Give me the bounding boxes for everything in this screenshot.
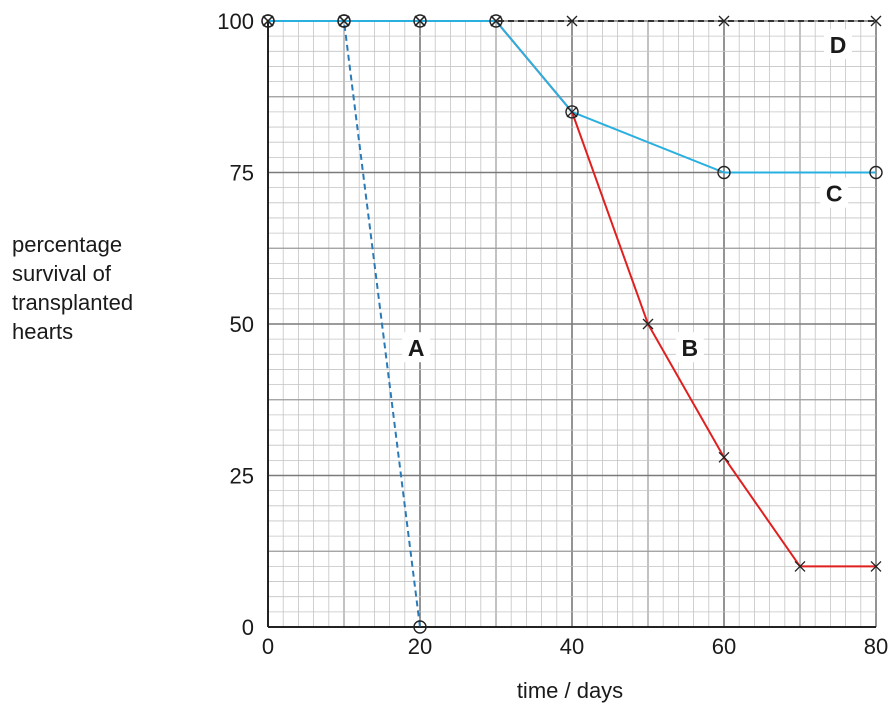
chart-grid	[267, 20, 877, 628]
series-point-d	[490, 15, 502, 27]
series-tag-a: A	[402, 332, 431, 363]
svg-text:D: D	[830, 32, 847, 58]
series-point-b	[642, 318, 654, 330]
svg-text:B: B	[681, 335, 698, 361]
y-tick-label: 0	[242, 615, 254, 640]
series-point-c	[261, 14, 275, 28]
series-point-c	[565, 105, 579, 119]
series-tag-d: D	[824, 29, 852, 60]
svg-text:A: A	[408, 335, 425, 361]
series-point-d	[414, 15, 426, 27]
series-point-d	[338, 15, 350, 27]
x-tick-label: 0	[262, 634, 274, 659]
series-point-c	[869, 165, 883, 180]
series-point-b	[718, 451, 730, 463]
series-point-b	[794, 560, 806, 572]
y-tick-label: 100	[217, 9, 254, 34]
series-point-a	[413, 620, 427, 634]
chart-ticks: 0 20 40 60 80 0 25 50 75 100	[217, 9, 888, 659]
x-tick-label: 80	[864, 634, 888, 659]
x-tick-label: 60	[712, 634, 736, 659]
series-point-b	[870, 560, 882, 572]
x-axis-label: time / days	[517, 678, 623, 703]
y-axis-label: percentage survival of transplanted hear…	[12, 232, 134, 344]
series-tags: A B C D	[402, 29, 852, 363]
svg-text:C: C	[826, 181, 843, 207]
y-tick-label: 25	[230, 464, 254, 489]
y-tick-label: 75	[230, 161, 254, 186]
series-tag-c: C	[820, 177, 849, 208]
y-tick-label: 50	[230, 312, 254, 337]
x-tick-label: 20	[408, 634, 432, 659]
series-point-d	[262, 15, 274, 27]
chart-series	[261, 14, 883, 634]
series-point-c	[717, 165, 731, 180]
x-tick-label: 40	[560, 634, 584, 659]
series-point-c	[337, 14, 351, 28]
series-point-c	[413, 14, 427, 28]
series-tag-b: B	[675, 332, 704, 363]
series-point-d	[870, 15, 882, 27]
series-point-b	[566, 106, 578, 118]
series-point-d	[718, 15, 730, 27]
series-point-d	[566, 15, 578, 27]
series-point-c	[489, 14, 503, 28]
